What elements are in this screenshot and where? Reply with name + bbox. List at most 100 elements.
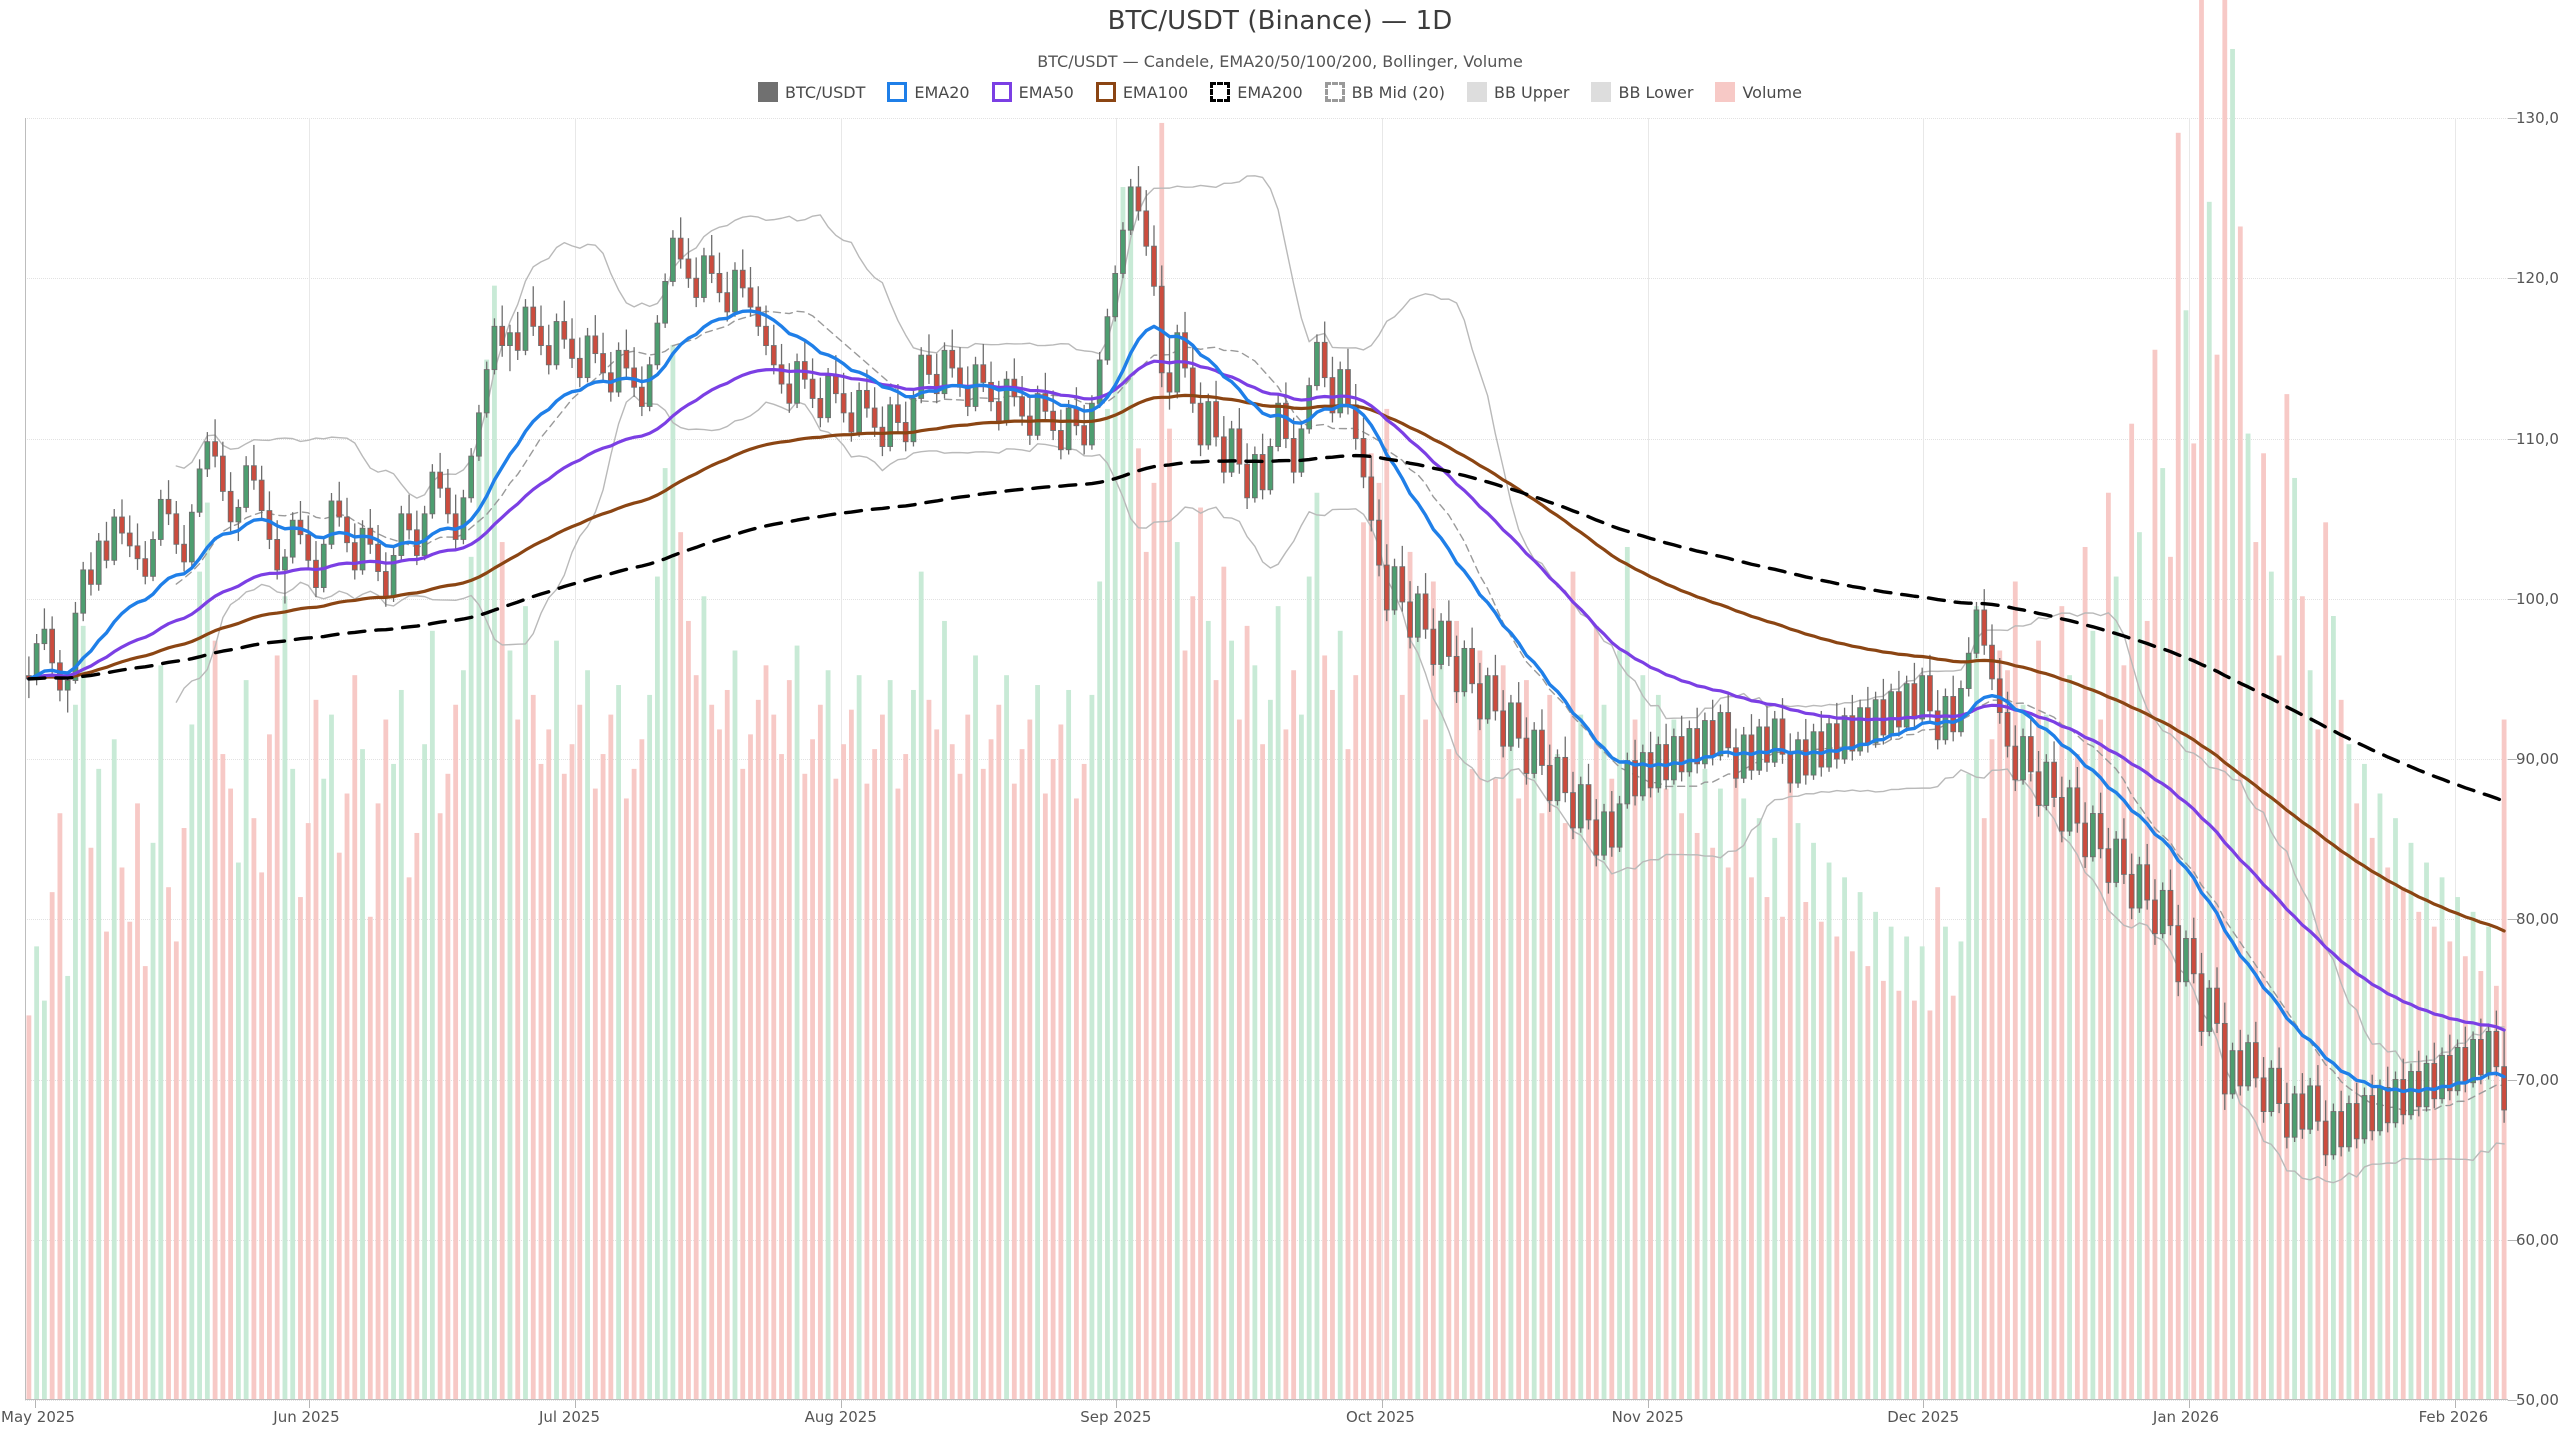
candle-body: [142, 558, 149, 577]
volume-bar: [1842, 877, 1847, 1400]
candle-body: [1422, 593, 1429, 630]
volume-bar: [2237, 226, 2243, 1401]
candle-body: [1314, 341, 1320, 387]
volume-bar: [1198, 507, 1203, 1400]
candle-body: [289, 519, 296, 558]
volume-bar: [383, 719, 389, 1400]
volume-bar: [298, 897, 303, 1400]
legend-item[interactable]: EMA50: [991, 82, 1074, 102]
candle-body: [1942, 696, 1949, 741]
candle-body: [1585, 784, 1592, 821]
candle-body: [654, 322, 661, 366]
legend-item[interactable]: BB Upper: [1467, 82, 1569, 102]
bb-mid-line: [175, 310, 2505, 1112]
candle-body: [1019, 396, 1025, 417]
volume-bar: [965, 714, 971, 1400]
candle-body: [1694, 728, 1700, 765]
legend-item[interactable]: BB Lower: [1591, 82, 1693, 102]
volume-bar: [1958, 941, 1964, 1400]
candle-body: [1973, 609, 1980, 654]
legend-item[interactable]: EMA200: [1210, 82, 1303, 102]
volume-bar: [65, 975, 71, 1400]
ema50-line: [27, 359, 2506, 1032]
legend-item[interactable]: Volume: [1715, 82, 1802, 102]
x-tick-mark: [2454, 1400, 2456, 1408]
volume-bar: [267, 734, 272, 1400]
volume-bar: [2090, 630, 2096, 1400]
volume-bar: [1236, 719, 1242, 1400]
volume-bar: [220, 754, 226, 1400]
candle-body: [1523, 737, 1530, 774]
candle-body: [2121, 838, 2127, 875]
volume-bar: [577, 704, 583, 1400]
volume-bar: [2028, 773, 2034, 1400]
candle-body: [1903, 683, 1910, 728]
x-tick-label: Aug 2025: [804, 1408, 877, 1426]
candle-body: [1407, 601, 1413, 638]
candle-body: [1554, 756, 1561, 802]
candle-body: [1120, 229, 1126, 274]
volume-bar: [1361, 522, 1366, 1400]
candle-body: [941, 349, 948, 395]
volume-bar: [786, 680, 792, 1400]
candle-body: [1081, 425, 1088, 446]
candle-body: [786, 383, 793, 404]
volume-bar: [1035, 685, 1040, 1400]
legend-label: EMA100: [1122, 82, 1189, 102]
volume-bar: [2292, 477, 2298, 1400]
volume-bar: [2299, 596, 2305, 1400]
volume-bar: [212, 640, 218, 1400]
volume-bar: [934, 729, 940, 1400]
volume-bar: [616, 685, 621, 1400]
candle-body: [1414, 593, 1421, 638]
y-tick-label: 110,000: [2516, 429, 2560, 448]
candle-body: [2470, 1038, 2476, 1084]
volume-bar: [1485, 704, 1491, 1400]
volume-bar: [1609, 778, 1615, 1400]
volume-bar: [1803, 901, 1809, 1400]
legend-swatch-icon: [887, 82, 908, 102]
volume-bar: [398, 689, 404, 1400]
candle-body: [1220, 436, 1227, 473]
candle-body: [1608, 811, 1615, 848]
candle-body: [770, 345, 777, 366]
candle-body: [64, 680, 71, 691]
x-tick-mark: [1381, 1400, 1383, 1408]
candle-body: [320, 543, 327, 588]
candle-body: [646, 364, 653, 407]
volume-bar: [1733, 754, 1739, 1400]
volume-bar: [282, 596, 288, 1400]
volume-bar: [243, 680, 249, 1400]
volume-bar: [2385, 867, 2391, 1400]
volume-bar: [453, 704, 459, 1400]
volume-bar: [1718, 788, 1723, 1400]
x-tick-mark: [574, 1400, 576, 1408]
candle-body: [809, 378, 816, 399]
volume-bar: [1330, 689, 1335, 1400]
candle-body: [2051, 761, 2057, 798]
candle-body: [476, 412, 482, 457]
x-tick-label: Oct 2025: [1345, 1408, 1415, 1426]
candle-body: [1927, 675, 1933, 712]
legend-item[interactable]: EMA20: [887, 82, 970, 102]
legend-swatch-icon: [758, 82, 779, 102]
candle-body: [1546, 764, 1553, 802]
volume-bar: [1539, 813, 1545, 1400]
volume-bar: [647, 694, 653, 1400]
volume-bar: [880, 714, 885, 1400]
candle-body: [988, 381, 994, 403]
candle-body: [1345, 369, 1351, 406]
volume-bar: [1593, 625, 1599, 1400]
volume-bar: [926, 699, 932, 1400]
volume-bar: [1880, 980, 1886, 1400]
legend-item[interactable]: BB Mid (20): [1324, 82, 1445, 102]
volume-bar: [1019, 749, 1025, 1400]
candle-body: [949, 349, 956, 369]
legend-item[interactable]: BTC/USDT: [758, 82, 865, 102]
candle-body: [445, 487, 451, 515]
candle-body: [879, 426, 886, 447]
legend-item[interactable]: EMA100: [1095, 82, 1189, 102]
volume-bar: [569, 744, 575, 1400]
volume-bar: [189, 724, 195, 1400]
volume-bar: [1787, 778, 1793, 1400]
